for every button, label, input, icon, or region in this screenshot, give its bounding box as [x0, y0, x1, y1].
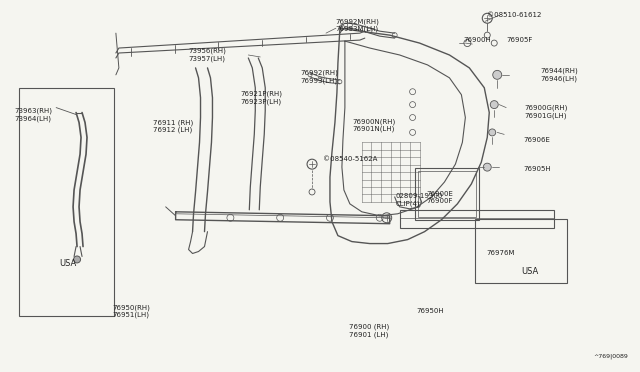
Text: 76921P(RH)
76923P(LH): 76921P(RH) 76923P(LH) [241, 91, 282, 105]
Text: 76905F: 76905F [506, 37, 532, 43]
Text: ©08510-61612: ©08510-61612 [487, 12, 541, 18]
Text: USA: USA [60, 259, 77, 268]
Text: ^769|0089: ^769|0089 [594, 354, 628, 359]
Text: 76950H: 76950H [417, 308, 444, 314]
Text: 76906E: 76906E [523, 137, 550, 143]
Circle shape [483, 163, 492, 171]
Text: ©08540-5162A: ©08540-5162A [323, 156, 378, 162]
Text: 73963(RH)
73964(LH): 73963(RH) 73964(LH) [14, 108, 52, 122]
Text: 76992M(RH)
76993M(LH): 76992M(RH) 76993M(LH) [335, 18, 379, 32]
Text: 76900H: 76900H [463, 37, 491, 43]
Text: 73956(RH)
73957(LH): 73956(RH) 73957(LH) [189, 48, 227, 62]
Bar [399, 210, 554, 228]
Bar [417, 171, 476, 217]
Text: 76900 (RH)
76901 (LH): 76900 (RH) 76901 (LH) [349, 324, 389, 338]
Text: 02809-19300
CLIP(4): 02809-19300 CLIP(4) [396, 193, 443, 206]
Text: 76905H: 76905H [523, 166, 551, 172]
Text: USA: USA [522, 267, 539, 276]
Text: 76944(RH)
76946(LH): 76944(RH) 76946(LH) [540, 68, 578, 82]
Circle shape [493, 70, 502, 79]
Bar [415, 168, 479, 220]
Text: 76911 (RH)
76912 (LH): 76911 (RH) 76912 (LH) [153, 119, 193, 134]
Text: 76976M: 76976M [486, 250, 515, 256]
Bar [19, 88, 114, 316]
Text: 76950(RH)
76951(LH): 76950(RH) 76951(LH) [113, 304, 151, 318]
Circle shape [489, 129, 496, 136]
Bar [476, 219, 567, 283]
Text: 76900N(RH)
76901N(LH): 76900N(RH) 76901N(LH) [353, 118, 396, 132]
Circle shape [74, 256, 81, 263]
Text: 76900G(RH)
76901G(LH): 76900G(RH) 76901G(LH) [524, 105, 568, 119]
Text: 76992(RH)
76993(LH): 76992(RH) 76993(LH) [300, 70, 338, 84]
Circle shape [490, 101, 498, 109]
Text: 76900E
76900F: 76900E 76900F [426, 192, 453, 204]
